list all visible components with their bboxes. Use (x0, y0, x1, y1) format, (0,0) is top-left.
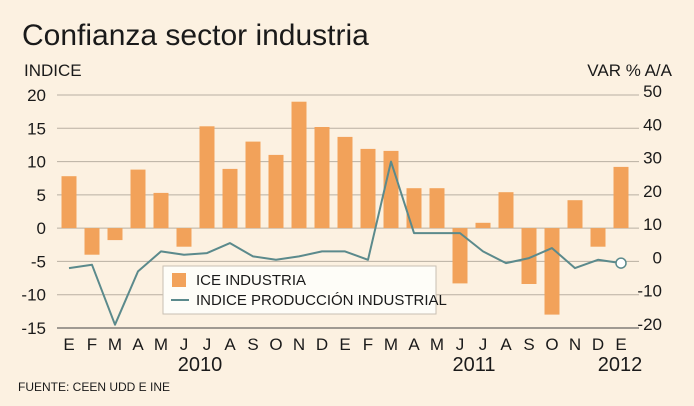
bar (521, 228, 537, 284)
month-label: A (224, 335, 236, 354)
month-label: M (108, 335, 122, 354)
left-tick-label: -10 (21, 286, 46, 305)
month-label: J (479, 335, 488, 354)
bar-series (61, 101, 629, 315)
bar (475, 222, 491, 229)
legend: ICE INDUSTRIA INDICE PRODUCCIÓN INDUSTRI… (162, 265, 447, 315)
month-label: F (363, 335, 373, 354)
bar (107, 228, 123, 241)
month-label: D (592, 335, 604, 354)
month-label: N (293, 335, 305, 354)
month-label: A (132, 335, 144, 354)
bar (590, 228, 606, 247)
right-tick-label: 10 (643, 215, 662, 234)
left-tick-label: 15 (27, 119, 46, 138)
month-label: O (269, 335, 282, 354)
right-tick-label: -10 (637, 282, 662, 301)
left-tick-label: -5 (31, 252, 46, 271)
month-label: A (500, 335, 512, 354)
bar (291, 101, 307, 229)
bar (567, 200, 583, 229)
left-tick-label: 0 (37, 219, 46, 238)
bar (406, 188, 422, 229)
chart-title: Confianza sector industria (22, 19, 369, 52)
bar (130, 169, 146, 229)
month-label: J (456, 335, 465, 354)
right-tick-label: 40 (643, 115, 662, 134)
bar (199, 126, 215, 229)
month-label: F (87, 335, 97, 354)
left-tick-label: 10 (27, 153, 46, 172)
month-label: S (247, 335, 258, 354)
right-tick-label: 30 (643, 149, 662, 168)
bar (360, 148, 376, 229)
bar (498, 192, 514, 229)
right-tick-label: 20 (643, 182, 662, 201)
month-label: E (63, 335, 74, 354)
year-label-2010: 2010 (178, 354, 223, 376)
month-label: M (430, 335, 444, 354)
month-label: A (408, 335, 420, 354)
bar (452, 228, 468, 284)
bar (245, 141, 261, 229)
year-labels: 2010 2011 2012 (178, 354, 643, 376)
right-tick-label: 0 (653, 248, 662, 267)
legend-swatch-ice (172, 273, 186, 287)
bar (153, 192, 169, 229)
bar (337, 136, 353, 229)
bar (314, 127, 330, 229)
right-axis-label: VAR % A/A (587, 61, 672, 80)
source-note: FUENTE: CEEN UDD E INE (18, 380, 170, 394)
month-label: J (180, 335, 189, 354)
left-tick-label: -15 (21, 319, 46, 338)
bar (222, 168, 238, 229)
legend-label-ice: ICE INDUSTRIA (196, 272, 306, 289)
bar (429, 188, 445, 229)
right-tick-label: 50 (643, 82, 662, 101)
bar (268, 154, 284, 229)
left-tick-label: 5 (37, 186, 46, 205)
production-index-end-marker (615, 257, 627, 269)
month-label: E (339, 335, 350, 354)
left-axis-label: INDICE (24, 61, 82, 80)
bar (84, 228, 100, 255)
bar (544, 228, 560, 315)
legend-label-production: INDICE PRODUCCIÓN INDUSTRIAL (196, 292, 447, 309)
year-label-2011: 2011 (452, 354, 495, 376)
year-label-2012: 2012 (598, 354, 643, 376)
production-index-line (68, 160, 622, 326)
month-label: J (203, 335, 212, 354)
left-tick-label: 20 (27, 86, 46, 105)
month-label: S (523, 335, 534, 354)
bar (613, 166, 629, 229)
month-label: O (545, 335, 558, 354)
bar (176, 228, 192, 247)
month-label: M (154, 335, 168, 354)
right-tick-label: -20 (637, 315, 662, 334)
right-tick-labels: 50 40 30 20 10 0 -10 -20 (637, 82, 662, 334)
month-label: M (384, 335, 398, 354)
bar (61, 176, 77, 229)
month-labels: E F M A M J J A S O N D E F M A M J J A … (63, 335, 626, 354)
month-label: N (569, 335, 581, 354)
month-label: E (615, 335, 626, 354)
month-label: D (316, 335, 328, 354)
left-tick-labels: 20 15 10 5 0 -5 -10 -15 (21, 86, 46, 338)
legend-box (162, 265, 437, 315)
